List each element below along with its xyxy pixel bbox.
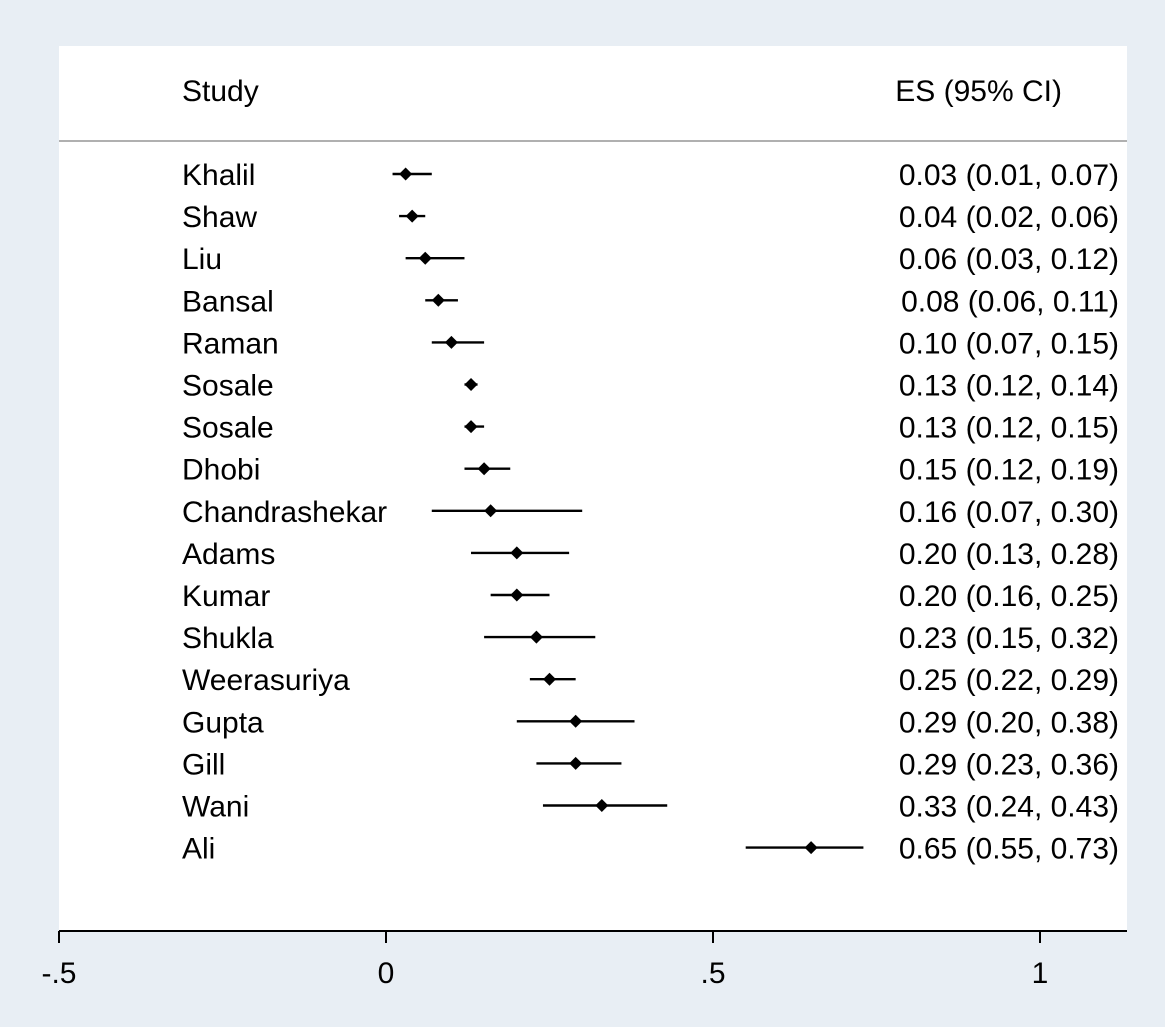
study-row: Khalil 0.03 (0.01, 0.07) <box>182 159 1119 192</box>
effect-column-header: ES (95% CI) <box>895 75 1062 108</box>
study-row: Shukla 0.23 (0.15, 0.32) <box>182 622 1119 655</box>
study-row: Kumar 0.20 (0.16, 0.25) <box>182 580 1119 613</box>
point-estimate-marker <box>543 672 556 686</box>
point-estimate-marker <box>477 462 491 476</box>
study-name: Sosale <box>182 412 274 445</box>
point-estimate-marker <box>405 209 419 223</box>
effect-size-label: 0.10 (0.07, 0.15) <box>899 327 1119 360</box>
effect-size-label: 0.20 (0.13, 0.28) <box>899 538 1119 571</box>
study-name: Liu <box>182 243 222 276</box>
study-row: Shaw 0.04 (0.02, 0.06) <box>182 201 1119 234</box>
x-axis: -.5 0 .5 1 <box>41 930 1127 990</box>
study-row: Weerasuriya 0.25 (0.22, 0.29) <box>182 664 1119 697</box>
study-name: Weerasuriya <box>182 664 350 697</box>
point-estimate-marker <box>418 251 432 265</box>
effect-size-label: 0.65 (0.55, 0.73) <box>899 833 1119 866</box>
point-estimate-marker <box>804 841 818 855</box>
study-column-header: Study <box>182 75 259 108</box>
point-estimate-marker <box>569 756 583 770</box>
point-estimate-marker <box>464 378 478 391</box>
point-estimate-marker <box>529 630 543 644</box>
effect-size-label: 0.29 (0.23, 0.36) <box>899 748 1119 781</box>
effect-size-label: 0.03 (0.01, 0.07) <box>899 159 1119 192</box>
study-row: Liu 0.06 (0.03, 0.12) <box>182 243 1119 276</box>
study-name: Shukla <box>182 622 274 655</box>
study-name: Chandrashekar <box>182 496 387 529</box>
effect-size-label: 0.16 (0.07, 0.30) <box>899 496 1119 529</box>
effect-size-label: 0.08 (0.06, 0.11) <box>901 285 1119 318</box>
study-row: Wani 0.33 (0.24, 0.43) <box>182 791 1119 824</box>
x-tick-label: .5 <box>700 957 725 990</box>
study-name: Khalil <box>182 159 255 192</box>
study-name: Raman <box>182 327 279 360</box>
study-name: Adams <box>182 538 275 571</box>
study-row: Ali 0.65 (0.55, 0.73) <box>182 833 1119 866</box>
study-rows: Khalil 0.03 (0.01, 0.07) Shaw 0.04 (0.02, 0… <box>182 159 1119 866</box>
effect-size-label: 0.04 (0.02, 0.06) <box>899 201 1119 234</box>
x-tick-label: 0 <box>378 957 395 990</box>
study-row: Sosale 0.13 (0.12, 0.15) <box>182 412 1119 445</box>
study-row: Gupta 0.29 (0.20, 0.38) <box>182 706 1119 739</box>
study-name: Sosale <box>182 370 274 403</box>
x-tick-label: 1 <box>1032 957 1049 990</box>
effect-size-label: 0.23 (0.15, 0.32) <box>899 622 1119 655</box>
effect-size-label: 0.13 (0.12, 0.14) <box>899 370 1119 403</box>
study-name: Ali <box>182 833 215 866</box>
effect-size-label: 0.33 (0.24, 0.43) <box>899 791 1119 824</box>
study-row: Bansal 0.08 (0.06, 0.11) <box>182 285 1119 318</box>
effect-size-label: 0.06 (0.03, 0.12) <box>899 243 1119 276</box>
study-name: Shaw <box>182 201 257 234</box>
plot-region <box>59 46 1127 931</box>
point-estimate-marker <box>595 799 609 812</box>
study-name: Bansal <box>182 285 274 318</box>
study-name: Gupta <box>182 706 264 739</box>
point-estimate-marker <box>464 420 478 434</box>
point-estimate-marker <box>510 546 524 560</box>
effect-size-label: 0.20 (0.16, 0.25) <box>899 580 1119 613</box>
study-name: Gill <box>182 748 225 781</box>
study-row: Raman 0.10 (0.07, 0.15) <box>182 327 1119 360</box>
effect-size-label: 0.25 (0.22, 0.29) <box>899 664 1119 697</box>
point-estimate-marker <box>444 335 458 349</box>
point-estimate-marker <box>431 293 445 307</box>
effect-size-label: 0.29 (0.20, 0.38) <box>899 706 1119 739</box>
study-row: Chandrashekar 0.16 (0.07, 0.30) <box>182 496 1119 529</box>
study-row: Gill 0.29 (0.23, 0.36) <box>182 748 1119 781</box>
point-estimate-marker <box>569 714 583 728</box>
study-row: Sosale 0.13 (0.12, 0.14) <box>182 370 1119 403</box>
x-tick-label: -.5 <box>41 957 76 990</box>
point-estimate-marker <box>399 167 413 181</box>
study-row: Adams 0.20 (0.13, 0.28) <box>182 538 1119 571</box>
study-name: Wani <box>182 791 249 824</box>
point-estimate-marker <box>510 588 524 602</box>
effect-size-label: 0.15 (0.12, 0.19) <box>899 454 1119 487</box>
study-row: Dhobi 0.15 (0.12, 0.19) <box>182 454 1119 487</box>
study-name: Kumar <box>182 580 270 613</box>
point-estimate-marker <box>484 504 498 518</box>
study-name: Dhobi <box>182 454 260 487</box>
effect-size-label: 0.13 (0.12, 0.15) <box>899 412 1119 445</box>
